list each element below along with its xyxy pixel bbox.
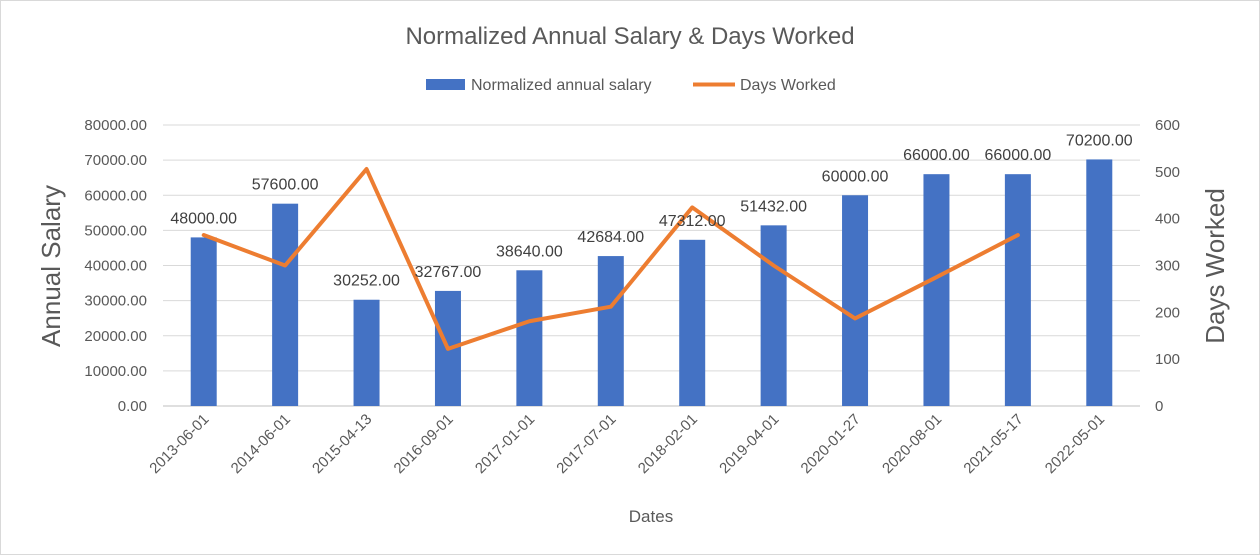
salary-bar — [190, 237, 217, 406]
y-tick-label: 60000.00 — [84, 187, 147, 204]
chart-title: Normalized Annual Salary & Days Worked — [405, 23, 854, 50]
legend-label-salary: Normalized annual salary — [471, 77, 652, 94]
days-worked-point — [854, 317, 856, 319]
x-tick-label: 2014-06-01 — [228, 411, 294, 477]
x-tick-label: 2013-06-01 — [146, 411, 212, 477]
y2-tick-label: 100 — [1155, 351, 1180, 368]
days-worked-point — [528, 320, 530, 322]
days-line — [201, 167, 1020, 351]
days-worked-point — [935, 276, 937, 278]
x-tick-label: 2022-05-01 — [1042, 411, 1108, 477]
salary-data-label: 57600.00 — [252, 177, 319, 194]
days-worked-point — [610, 306, 612, 308]
y-tick-label: 10000.00 — [84, 363, 147, 380]
y2-axis-ticks: 0 100 200 300 400 500 600 — [1155, 117, 1180, 415]
legend-swatch-salary — [426, 79, 465, 90]
x-tick-label: 2019-04-01 — [716, 411, 782, 477]
y-axis-ticks: 0.00 10000.00 20000.00 30000.00 40000.00 5000… — [84, 117, 147, 415]
y-tick-label: 70000.00 — [84, 152, 147, 169]
salary-data-label: 47312.00 — [659, 213, 726, 230]
salary-data-label: 32767.00 — [415, 264, 482, 281]
salary-bar — [842, 195, 869, 406]
legend: Normalized annual salary Days Worked — [426, 77, 836, 94]
days-worked-point — [773, 265, 775, 266]
y-tick-label: 20000.00 — [84, 328, 147, 345]
y-tick-label: 40000.00 — [84, 258, 147, 275]
y2-tick-label: 600 — [1155, 117, 1180, 134]
y-tick-label: 30000.00 — [84, 293, 147, 310]
salary-data-label: 51432.00 — [740, 198, 807, 215]
x-tick-label: 2021-05-17 — [960, 411, 1026, 477]
y2-tick-label: 0 — [1155, 398, 1163, 415]
y-tick-label: 50000.00 — [84, 222, 147, 239]
x-tick-label: 2016-09-01 — [391, 411, 457, 477]
bars — [190, 159, 1113, 406]
days-worked-point — [284, 265, 286, 266]
days-worked-point — [447, 348, 449, 350]
salary-bar — [353, 299, 380, 406]
y2-tick-label: 500 — [1155, 164, 1180, 181]
salary-data-label: 66000.00 — [985, 147, 1052, 164]
days-worked-point — [691, 206, 693, 208]
salary-bar — [272, 203, 299, 406]
salary-data-label: 70200.00 — [1066, 132, 1133, 149]
x-tick-label: 2020-01-27 — [798, 411, 864, 477]
days-worked-point — [1017, 234, 1019, 236]
x-tick-label: 2017-07-01 — [553, 411, 619, 477]
y-axis-title: Annual Salary — [36, 185, 66, 347]
salary-bar — [516, 270, 543, 406]
x-tick-label: 2017-01-01 — [472, 411, 538, 477]
days-worked-point — [203, 234, 205, 236]
salary-data-label: 60000.00 — [822, 168, 889, 185]
salary-data-label: 38640.00 — [496, 243, 563, 260]
y-tick-label: 0.00 — [118, 398, 147, 415]
days-worked-point — [366, 168, 368, 170]
legend-label-days: Days Worked — [740, 77, 836, 94]
salary-bar — [679, 239, 706, 406]
x-axis-ticks: 2013-06-01 2014-06-01 2015-04-13 2016-09-01… — [146, 411, 1108, 477]
salary-bar — [1004, 174, 1031, 406]
salary-bar — [760, 225, 787, 406]
bar-data-labels: 48000.00 57600.00 30252.00 32767.00 38640.00… — [170, 132, 1132, 289]
salary-bar — [923, 174, 950, 406]
x-tick-label: 2018-02-01 — [635, 411, 701, 477]
x-tick-label: 2020-08-01 — [879, 411, 945, 477]
y2-tick-label: 300 — [1155, 258, 1180, 275]
x-axis-title: Dates — [629, 507, 673, 526]
y-tick-label: 80000.00 — [84, 117, 147, 134]
salary-data-label: 66000.00 — [903, 147, 970, 164]
y2-tick-label: 200 — [1155, 304, 1180, 321]
x-tick-label: 2015-04-13 — [309, 411, 375, 477]
salary-data-label: 30252.00 — [333, 273, 400, 290]
salary-data-label: 42684.00 — [577, 229, 644, 246]
y2-axis-title: Days Worked — [1200, 188, 1230, 344]
salary-bar — [1086, 159, 1113, 406]
salary-bar — [597, 256, 624, 406]
gridlines — [163, 124, 1140, 407]
y2-tick-label: 400 — [1155, 211, 1180, 228]
salary-data-label: 48000.00 — [170, 210, 237, 227]
